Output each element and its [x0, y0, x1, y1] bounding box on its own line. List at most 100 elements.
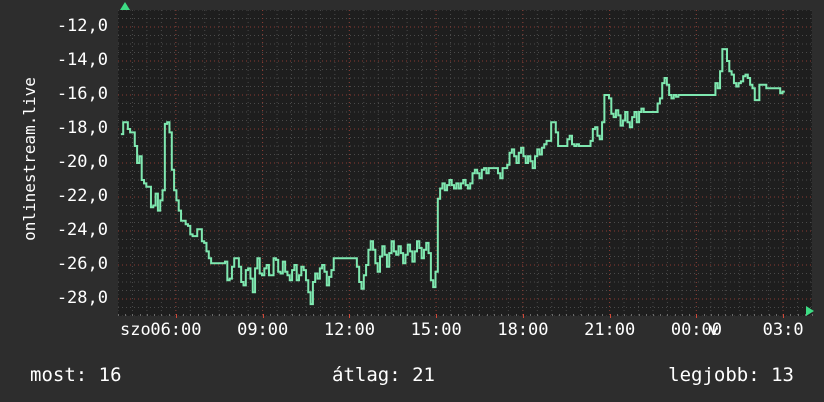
- x-axis-tick-labels: szo 06:00 09:00 12:00 15:00 18:00 21:00 00:00 v 0…: [0, 320, 824, 342]
- y-axis-tick-label: -14,0: [56, 50, 108, 70]
- x-axis-minor-tick: [233, 314, 235, 316]
- x-axis-minor-tick: [204, 314, 206, 316]
- x-axis-minor-tick: [356, 314, 358, 316]
- x-axis-minor-tick: [703, 314, 705, 316]
- x-axis-minor-tick: [537, 314, 539, 316]
- x-axis-tick-label: 09:00: [237, 320, 289, 340]
- x-axis-minor-tick: [305, 314, 307, 316]
- x-axis-minor-tick: [479, 314, 481, 316]
- x-axis-tick-label: 21:00: [584, 320, 636, 340]
- x-axis-minor-tick: [645, 314, 647, 316]
- x-axis-tick-label: szo: [120, 320, 151, 340]
- x-axis-minor-tick: [804, 314, 806, 316]
- x-axis-tick-label: 03:0: [762, 320, 804, 340]
- x-axis-minor-tick: [132, 314, 134, 316]
- y-axis-tick-label: -20,0: [56, 152, 108, 172]
- x-axis-major-tick: [262, 314, 264, 318]
- x-axis-minor-tick: [320, 314, 322, 316]
- x-axis-minor-tick: [465, 314, 466, 316]
- x-axis-minor-tick: [407, 314, 409, 316]
- x-axis-minor-tick: [652, 314, 654, 316]
- x-axis-minor-tick: [616, 314, 618, 316]
- x-axis-minor-tick: [226, 314, 228, 316]
- status-bar: most: 16 átlag: 21 legjobb: 13: [0, 356, 824, 402]
- y-axis-tick-label: -16,0: [56, 84, 108, 104]
- x-axis-minor-tick: [248, 314, 250, 316]
- x-axis-minor-tick: [161, 314, 163, 316]
- x-axis-minor-tick: [139, 314, 141, 316]
- x-axis-major-tick: [349, 314, 351, 318]
- x-axis-minor-tick: [566, 314, 568, 316]
- x-axis-minor-tick: [493, 314, 495, 316]
- x-axis-minor-tick: [298, 314, 300, 316]
- x-axis-tick-label: 06:00: [150, 320, 202, 340]
- x-axis-minor-tick: [681, 314, 683, 316]
- x-axis-minor-tick: [624, 314, 626, 316]
- major-gridlines: [118, 10, 812, 316]
- x-axis-minor-tick: [486, 314, 488, 316]
- y-axis-tick-label: -28,0: [56, 288, 108, 308]
- x-axis-minor-tick: [761, 314, 763, 316]
- x-axis-minor-tick: [183, 314, 185, 316]
- x-axis-minor-tick: [313, 314, 315, 316]
- x-axis-tick-marks: [118, 314, 813, 320]
- x-axis-minor-tick: [428, 314, 430, 316]
- x-axis-minor-tick: [768, 314, 770, 316]
- chart-plot-area: [118, 10, 812, 316]
- x-axis-minor-tick: [219, 314, 221, 316]
- x-axis-minor-tick: [168, 314, 170, 316]
- x-axis-minor-tick: [363, 314, 365, 316]
- y-axis-tick-label: -18,0: [56, 118, 108, 138]
- x-axis-minor-tick: [378, 314, 380, 316]
- x-axis-minor-tick: [501, 314, 503, 316]
- x-axis-minor-tick: [190, 314, 192, 316]
- x-axis-major-tick: [522, 314, 524, 318]
- x-axis-minor-tick: [587, 314, 589, 316]
- x-axis-minor-tick: [515, 314, 517, 316]
- x-axis-minor-tick: [580, 314, 582, 316]
- y-axis-title-container: onlinestream.live: [0, 0, 39, 320]
- x-axis-minor-tick: [754, 314, 756, 316]
- y-axis-tick-label: -12,0: [56, 16, 108, 36]
- x-axis-minor-tick: [154, 314, 156, 316]
- x-axis-minor-tick: [291, 314, 293, 316]
- y-axis-tick-labels: -12,0 -14,0 -16,0 -18,0 -20,0 -22,0 -24,0 -26,0…: [26, 0, 112, 320]
- x-axis-minor-tick: [797, 314, 799, 316]
- x-axis-minor-tick: [443, 314, 445, 316]
- x-axis-major-tick: [783, 314, 785, 318]
- x-axis-tick-label: 00:00: [670, 320, 723, 340]
- x-axis-minor-tick: [211, 314, 213, 316]
- x-axis-minor-tick: [385, 314, 387, 316]
- x-axis-minor-tick: [255, 314, 257, 316]
- x-axis-minor-tick: [595, 314, 597, 316]
- y-axis-tick-label: -24,0: [56, 220, 108, 240]
- x-axis-minor-tick: [746, 314, 748, 316]
- y-axis-tick-label: -22,0: [56, 186, 108, 206]
- triangle-up-marker: [120, 2, 130, 10]
- x-axis-minor-tick: [739, 314, 741, 316]
- x-axis-minor-tick: [450, 314, 452, 316]
- x-axis-minor-tick: [544, 314, 546, 316]
- x-axis-minor-tick: [197, 314, 199, 316]
- x-axis-minor-tick: [472, 314, 474, 316]
- x-axis-minor-tick: [710, 314, 712, 316]
- x-axis-minor-tick: [392, 314, 394, 316]
- x-axis-minor-tick: [457, 314, 459, 316]
- x-axis-minor-tick: [530, 314, 532, 316]
- x-axis-major-tick: [436, 314, 438, 318]
- x-axis-minor-tick: [790, 314, 792, 316]
- x-axis-tick-label: 18:00: [497, 320, 549, 340]
- x-axis-minor-tick: [125, 314, 127, 316]
- x-axis-minor-tick: [689, 314, 691, 316]
- x-axis-minor-tick: [240, 314, 242, 316]
- x-axis-minor-tick: [660, 314, 662, 316]
- status-now-value: most: 16: [30, 364, 122, 386]
- x-axis-minor-tick: [284, 314, 286, 316]
- x-axis-minor-tick: [631, 314, 633, 316]
- x-axis-minor-tick: [573, 314, 575, 316]
- x-axis-minor-tick: [371, 314, 373, 316]
- status-best-value: legjobb: 13: [668, 364, 794, 386]
- x-axis-minor-tick: [399, 314, 401, 316]
- x-axis-minor-tick: [602, 314, 604, 316]
